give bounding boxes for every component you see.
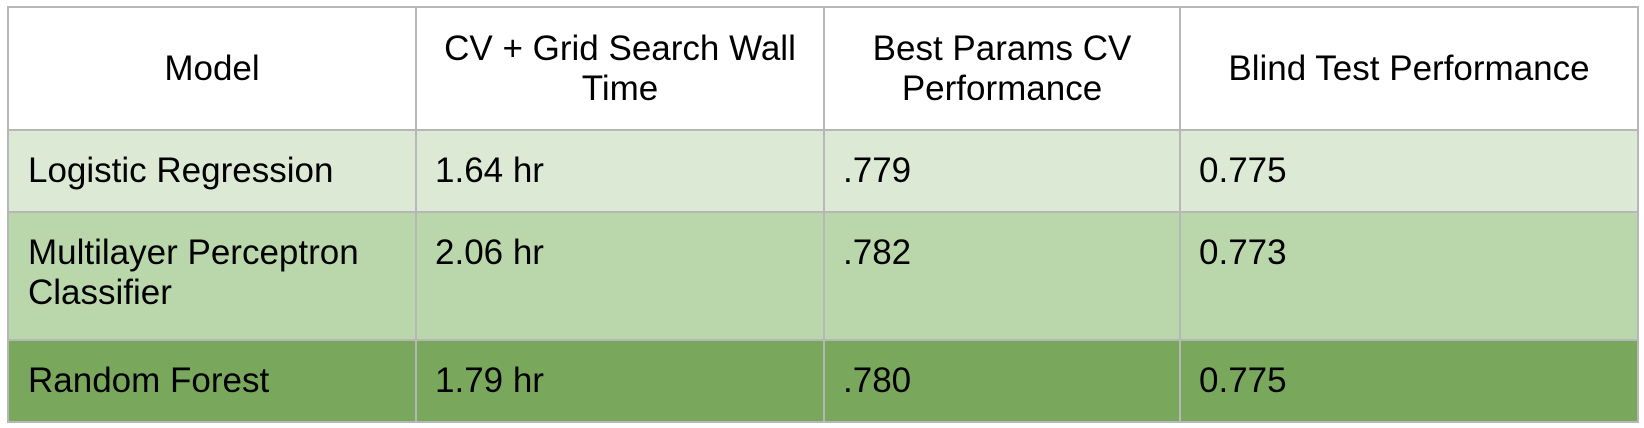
table-row: Multilayer Perceptron Classifier 2.06 hr… bbox=[7, 211, 1639, 341]
table-row: Random Forest 1.79 hr .780 0.775 bbox=[7, 339, 1639, 423]
cell-blind-test: 0.773 bbox=[1179, 211, 1639, 341]
cell-blind-test: 0.775 bbox=[1179, 339, 1639, 423]
cell-wall-time: 1.64 hr bbox=[415, 129, 825, 213]
cell-wall-time: 1.79 hr bbox=[415, 339, 825, 423]
header-model: Model bbox=[7, 6, 417, 131]
cell-model: Logistic Regression bbox=[7, 129, 417, 213]
cell-blind-test: 0.775 bbox=[1179, 129, 1639, 213]
results-table: Model CV + Grid Search Wall Time Best Pa… bbox=[7, 6, 1639, 423]
cell-cv-performance: .782 bbox=[823, 211, 1181, 341]
cell-cv-performance: .780 bbox=[823, 339, 1181, 423]
cell-model: Multilayer Perceptron Classifier bbox=[7, 211, 417, 341]
cell-cv-performance: .779 bbox=[823, 129, 1181, 213]
table-row: Logistic Regression 1.64 hr .779 0.775 bbox=[7, 129, 1639, 213]
cell-model: Random Forest bbox=[7, 339, 417, 423]
cell-wall-time: 2.06 hr bbox=[415, 211, 825, 341]
header-row: Model CV + Grid Search Wall Time Best Pa… bbox=[7, 6, 1639, 131]
header-cv-performance: Best Params CV Performance bbox=[823, 6, 1181, 131]
header-wall-time: CV + Grid Search Wall Time bbox=[415, 6, 825, 131]
header-blind-test: Blind Test Performance bbox=[1179, 6, 1639, 131]
